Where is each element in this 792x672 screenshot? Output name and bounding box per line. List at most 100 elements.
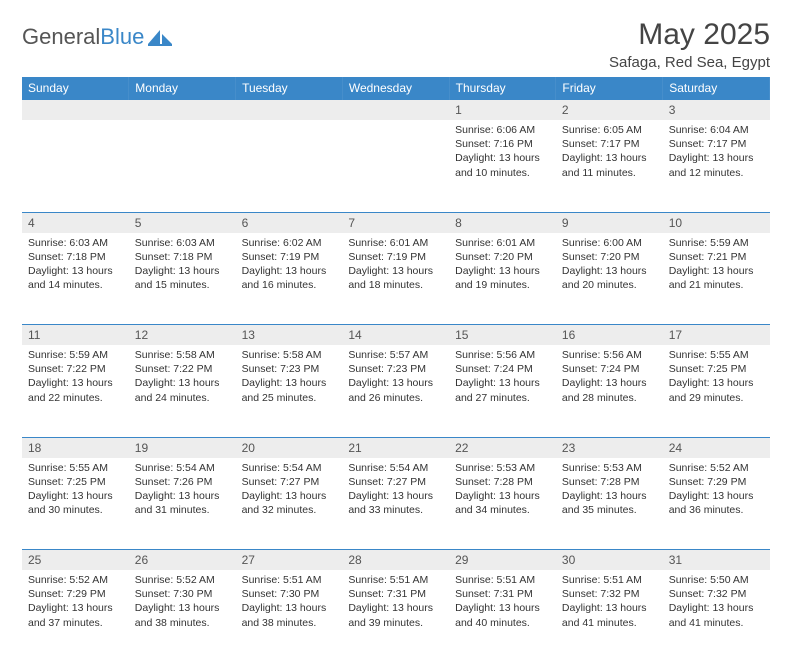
day-number-cell: 22 xyxy=(449,437,556,458)
day-details: Sunrise: 6:00 AMSunset: 7:20 PMDaylight:… xyxy=(562,233,657,293)
week-row: Sunrise: 5:52 AM Sunset: 7:29 PM Daylight:… xyxy=(22,570,770,662)
daylight-line: Daylight: 13 hours and 24 minutes. xyxy=(135,376,230,404)
sunset-line: Sunset: 7:29 PM xyxy=(669,475,764,489)
weekday-header: Tuesday xyxy=(236,77,343,100)
sunset-line: Sunset: 7:17 PM xyxy=(562,137,657,151)
day-cell: Sunrise: 5:59 AMSunset: 7:21 PMDaylight:… xyxy=(663,233,770,325)
day-number-cell: 24 xyxy=(663,437,770,458)
daylight-line: Daylight: 13 hours and 11 minutes. xyxy=(562,151,657,179)
daylight-line: Daylight: 13 hours and 15 minutes. xyxy=(135,264,230,292)
daylight-line: Daylight: 13 hours and 27 minutes. xyxy=(455,376,550,404)
day-details: Sunrise: 5:55 AMSunset: 7:25 PMDaylight:… xyxy=(28,458,123,518)
day-details: Sunrise: 5:56 AMSunset: 7:24 PMDaylight:… xyxy=(562,345,657,405)
sunset-line: Sunset: 7:24 PM xyxy=(562,362,657,376)
sunrise-line: Sunrise: 6:04 AM xyxy=(669,123,764,137)
daylight-line: Daylight: 13 hours and 35 minutes. xyxy=(562,489,657,517)
day-details: Sunrise: 6:03 AMSunset: 7:18 PMDaylight:… xyxy=(135,233,230,293)
sunset-line: Sunset: 7:22 PM xyxy=(135,362,230,376)
day-cell xyxy=(236,120,343,212)
day-number-cell: 9 xyxy=(556,212,663,233)
day-number-cell: 7 xyxy=(342,212,449,233)
brand-part2: Blue xyxy=(100,24,144,50)
daylight-line: Daylight: 13 hours and 25 minutes. xyxy=(242,376,337,404)
sunrise-line: Sunrise: 5:51 AM xyxy=(242,573,337,587)
sunrise-line: Sunrise: 5:57 AM xyxy=(348,348,443,362)
sunrise-line: Sunrise: 5:50 AM xyxy=(669,573,764,587)
day-details: Sunrise: 5:54 AMSunset: 7:26 PMDaylight:… xyxy=(135,458,230,518)
day-number-cell: 4 xyxy=(22,212,129,233)
logo-sail-icon xyxy=(148,28,174,46)
sunrise-line: Sunrise: 5:51 AM xyxy=(455,573,550,587)
day-details: Sunrise: 5:52 AMSunset: 7:29 PMDaylight:… xyxy=(28,570,123,630)
day-details: Sunrise: 5:54 AMSunset: 7:27 PMDaylight:… xyxy=(242,458,337,518)
brand-logo: GeneralBlue xyxy=(22,18,174,50)
day-number-cell: 10 xyxy=(663,212,770,233)
day-number-cell: 25 xyxy=(22,550,129,571)
calendar-body: 123Sunrise: 6:06 AMSunset: 7:16 PMDaylig… xyxy=(22,100,770,663)
day-cell: Sunrise: 5:51 AMSunset: 7:32 PMDaylight:… xyxy=(556,570,663,662)
daylight-line: Daylight: 13 hours and 40 minutes. xyxy=(455,601,550,629)
sunset-line: Sunset: 7:29 PM xyxy=(28,587,123,601)
day-details: Sunrise: 5:51 AMSunset: 7:31 PMDaylight:… xyxy=(348,570,443,630)
day-details: Sunrise: 5:56 AMSunset: 7:24 PMDaylight:… xyxy=(455,345,550,405)
daylight-line: Daylight: 13 hours and 12 minutes. xyxy=(669,151,764,179)
sunrise-line: Sunrise: 5:54 AM xyxy=(242,461,337,475)
day-number-cell: 20 xyxy=(236,437,343,458)
day-details: Sunrise: 6:01 AMSunset: 7:20 PMDaylight:… xyxy=(455,233,550,293)
sunrise-line: Sunrise: 5:58 AM xyxy=(242,348,337,362)
week-row: Sunrise: 5:59 AMSunset: 7:22 PMDaylight:… xyxy=(22,345,770,437)
day-cell: Sunrise: 5:54 AMSunset: 7:26 PMDaylight:… xyxy=(129,458,236,550)
weekday-header: Saturday xyxy=(663,77,770,100)
daylight-line: Daylight: 13 hours and 36 minutes. xyxy=(669,489,764,517)
daynum-row: 11121314151617 xyxy=(22,325,770,346)
daylight-line: Daylight: 13 hours and 31 minutes. xyxy=(135,489,230,517)
sunset-line: Sunset: 7:32 PM xyxy=(562,587,657,601)
day-details: Sunrise: 5:55 AMSunset: 7:25 PMDaylight:… xyxy=(669,345,764,405)
day-details: Sunrise: 5:50 AMSunset: 7:32 PMDaylight:… xyxy=(669,570,764,630)
day-number-cell: 18 xyxy=(22,437,129,458)
sunrise-line: Sunrise: 5:54 AM xyxy=(135,461,230,475)
location-subtitle: Safaga, Red Sea, Egypt xyxy=(609,54,770,71)
sunset-line: Sunset: 7:28 PM xyxy=(562,475,657,489)
sunset-line: Sunset: 7:28 PM xyxy=(455,475,550,489)
sunrise-line: Sunrise: 5:51 AM xyxy=(348,573,443,587)
sunset-line: Sunset: 7:30 PM xyxy=(242,587,337,601)
day-number-cell: 28 xyxy=(342,550,449,571)
month-title: May 2025 xyxy=(609,18,770,52)
weekday-header: Friday xyxy=(556,77,663,100)
day-number-cell: 13 xyxy=(236,325,343,346)
day-cell: Sunrise: 6:05 AMSunset: 7:17 PMDaylight:… xyxy=(556,120,663,212)
sunset-line: Sunset: 7:32 PM xyxy=(669,587,764,601)
sunset-line: Sunset: 7:31 PM xyxy=(348,587,443,601)
day-details: Sunrise: 6:01 AMSunset: 7:19 PMDaylight:… xyxy=(348,233,443,293)
daylight-line: Daylight: 13 hours and 19 minutes. xyxy=(455,264,550,292)
daynum-row: 123 xyxy=(22,100,770,121)
title-block: May 2025 Safaga, Red Sea, Egypt xyxy=(609,18,770,71)
sunset-line: Sunset: 7:31 PM xyxy=(455,587,550,601)
header: GeneralBlue May 2025 Safaga, Red Sea, Eg… xyxy=(22,18,770,71)
day-number-cell: 8 xyxy=(449,212,556,233)
weekday-header: Wednesday xyxy=(342,77,449,100)
sunrise-line: Sunrise: 5:52 AM xyxy=(669,461,764,475)
sunrise-line: Sunrise: 5:52 AM xyxy=(135,573,230,587)
day-details: Sunrise: 6:04 AMSunset: 7:17 PMDaylight:… xyxy=(669,120,764,180)
day-cell: Sunrise: 5:51 AMSunset: 7:30 PMDaylight:… xyxy=(236,570,343,662)
day-details: Sunrise: 5:52 AMSunset: 7:30 PMDaylight:… xyxy=(135,570,230,630)
sunset-line: Sunset: 7:19 PM xyxy=(348,250,443,264)
sunrise-line: Sunrise: 5:53 AM xyxy=(562,461,657,475)
day-details: Sunrise: 6:02 AMSunset: 7:19 PMDaylight:… xyxy=(242,233,337,293)
day-cell: Sunrise: 5:52 AMSunset: 7:29 PMDaylight:… xyxy=(22,570,129,662)
daylight-line: Daylight: 13 hours and 16 minutes. xyxy=(242,264,337,292)
daylight-line: Daylight: 13 hours and 34 minutes. xyxy=(455,489,550,517)
sunset-line: Sunset: 7:16 PM xyxy=(455,137,550,151)
day-cell: Sunrise: 5:52 AMSunset: 7:29 PMDaylight:… xyxy=(663,458,770,550)
sunset-line: Sunset: 7:25 PM xyxy=(669,362,764,376)
day-cell: Sunrise: 6:02 AMSunset: 7:19 PMDaylight:… xyxy=(236,233,343,325)
day-cell: Sunrise: 5:52 AMSunset: 7:30 PMDaylight:… xyxy=(129,570,236,662)
day-cell: Sunrise: 5:53 AMSunset: 7:28 PMDaylight:… xyxy=(449,458,556,550)
day-number-cell: 21 xyxy=(342,437,449,458)
sunrise-line: Sunrise: 5:56 AM xyxy=(455,348,550,362)
day-number-cell xyxy=(342,100,449,121)
sunrise-line: Sunrise: 6:05 AM xyxy=(562,123,657,137)
day-cell xyxy=(22,120,129,212)
